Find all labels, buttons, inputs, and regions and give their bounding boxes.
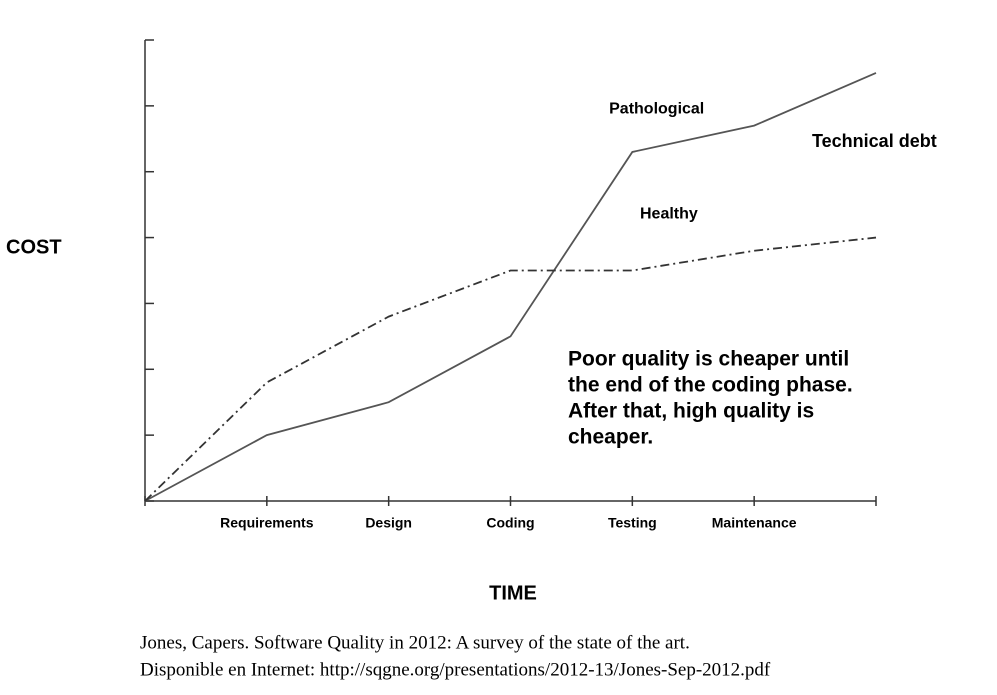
x-tick-label: Coding <box>486 515 534 531</box>
x-tick-label: Design <box>365 515 412 531</box>
x-axis-label: TIME <box>489 582 537 604</box>
series-line <box>144 72 877 502</box>
source-line: Disponible en Internet: http://sqgne.org… <box>140 659 771 680</box>
annotation: Technical debt <box>812 131 937 151</box>
note-line: After that, high quality is <box>568 400 814 423</box>
series-line <box>144 236 877 502</box>
x-tick-label: Testing <box>608 515 657 531</box>
x-tick-label: Requirements <box>220 515 314 531</box>
note-line: cheaper. <box>568 426 653 449</box>
series-label: Healthy <box>640 206 698 223</box>
y-axis-label: COST <box>6 236 62 258</box>
source-line: Jones, Capers. Software Quality in 2012:… <box>140 632 690 653</box>
series-label: Pathological <box>609 100 704 117</box>
note-line: Poor quality is cheaper until <box>568 348 849 371</box>
x-tick-label: Maintenance <box>712 515 797 531</box>
note-line: the end of the coding phase. <box>568 374 853 397</box>
